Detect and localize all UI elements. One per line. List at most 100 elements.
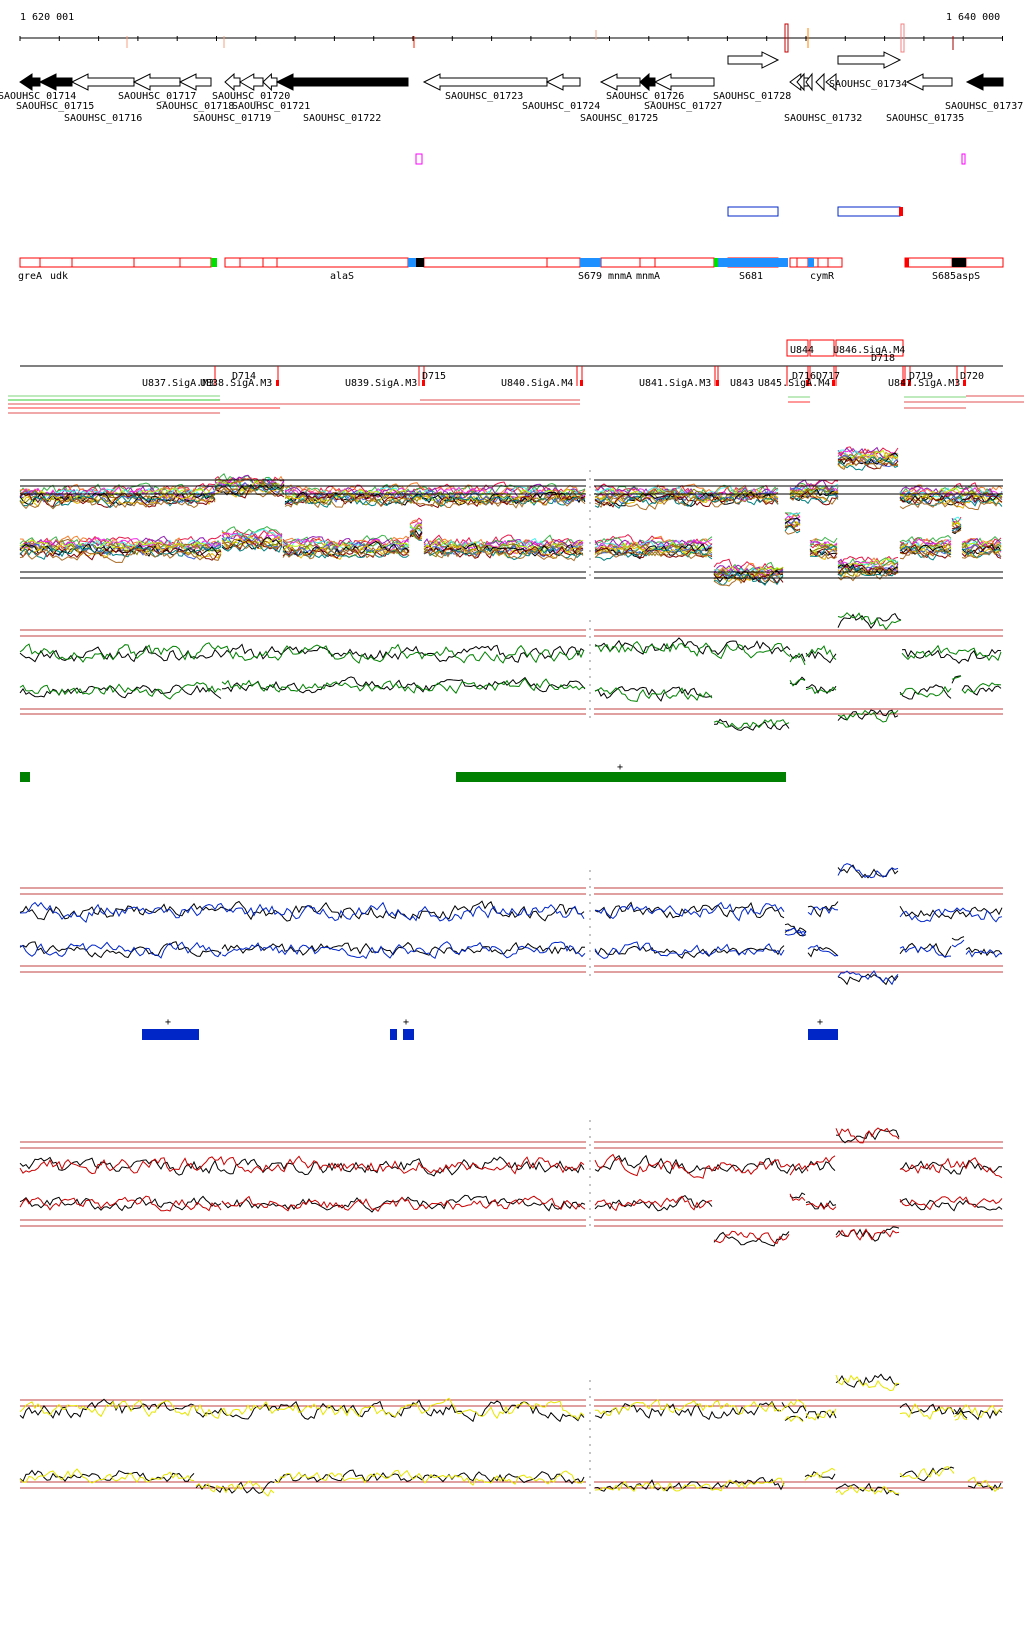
tu-label: D718 <box>871 353 895 364</box>
expression-trace <box>835 1374 900 1392</box>
expression-trace <box>951 936 965 941</box>
gene-label: SAOUHSC_01732 <box>784 113 862 124</box>
gene-label: SAOUHSC_01722 <box>303 113 381 124</box>
expression-trace <box>961 550 1002 559</box>
gene-arrow <box>545 73 581 91</box>
expression-trace <box>594 1154 791 1175</box>
gene-label: SAOUHSC_01723 <box>445 91 523 102</box>
gene-label: SAOUHSC_01719 <box>193 113 271 124</box>
expression-trace <box>594 495 779 511</box>
expression-trace <box>221 540 283 550</box>
expression-trace <box>594 488 779 504</box>
expression-trace <box>901 648 1002 664</box>
expression-trace <box>594 687 713 702</box>
expression-trace <box>409 531 423 541</box>
expression-trace <box>837 612 902 631</box>
gene-label: SAOUHSC_01735 <box>886 113 964 124</box>
operon-track <box>19 257 1004 268</box>
expression-trace <box>899 906 1003 920</box>
gene-arrow <box>837 51 902 69</box>
expression-trace <box>784 927 807 934</box>
expression-trace <box>19 1195 222 1212</box>
expression-trace <box>423 542 584 557</box>
operon-feature <box>580 258 601 267</box>
operon-segment <box>817 257 829 268</box>
expression-trace <box>835 1127 900 1144</box>
expression-trace <box>835 1484 900 1496</box>
expression-trace <box>961 541 1002 552</box>
operon-labels: greA udk alaS S679 mnmA mnmA S681 cymR S685aspS <box>18 271 980 282</box>
tu-label: U845.SigA.M4 <box>758 378 830 389</box>
expression-trace <box>423 539 584 554</box>
expression-trace <box>899 1466 955 1482</box>
expression-trace <box>214 485 285 499</box>
expression-trace <box>594 1399 782 1416</box>
expression-trace <box>19 486 216 503</box>
expression-trace <box>899 1403 955 1421</box>
expression-trace <box>961 536 1002 549</box>
expression-trace <box>594 1476 785 1492</box>
expression-trace <box>409 529 423 538</box>
blue-feature-box <box>727 206 779 217</box>
expression-trace <box>221 526 283 538</box>
blue-expression-panel <box>19 863 1003 986</box>
operon-label: S685aspS <box>932 271 980 282</box>
expression-trace <box>784 930 807 937</box>
expression-trace <box>899 544 952 559</box>
expression-trace <box>965 946 1003 957</box>
expression-trace <box>835 1226 900 1242</box>
operon-segment <box>39 257 73 268</box>
expression-trace <box>789 1192 806 1199</box>
expression-trace <box>789 678 806 687</box>
expression-trace <box>594 495 779 509</box>
expression-trace <box>805 1202 837 1211</box>
expression-trace <box>899 534 952 547</box>
expression-trace <box>19 941 222 959</box>
expression-trace <box>781 1402 807 1414</box>
gene-arrow <box>965 73 1004 91</box>
gene-arrow <box>239 73 264 91</box>
expression-trace <box>409 523 423 529</box>
tu-box <box>835 339 904 357</box>
gene-label: SAOUHSC_01718 <box>156 101 234 112</box>
tu-box <box>786 339 809 357</box>
tu-label: D720 <box>960 371 984 382</box>
operon-segment <box>600 257 641 268</box>
operon-segment <box>133 257 181 268</box>
yellow-expression-panel <box>19 1373 1003 1500</box>
expression-trace <box>594 1195 713 1212</box>
gene-label: SAOUHSC_01728 <box>713 91 791 102</box>
tu-label: U846.SigA.M4 <box>833 345 905 356</box>
expression-trace <box>221 677 586 694</box>
gene-arrow <box>275 73 409 91</box>
expression-trace <box>713 564 784 575</box>
tu-end <box>901 380 904 386</box>
expression-trace <box>714 572 784 586</box>
expression-trace <box>221 528 283 543</box>
expression-trace <box>284 494 586 509</box>
gene-arrow <box>132 73 181 91</box>
gene-label: SAOUHSC_01727 <box>644 101 722 112</box>
magenta-marker <box>961 153 966 165</box>
tu-end <box>276 380 279 386</box>
multi-sample-expression-panel <box>19 446 1003 587</box>
expression-trace <box>809 543 838 552</box>
expression-trace <box>837 567 899 582</box>
gene-arrow <box>178 73 212 91</box>
expression-trace <box>809 545 838 558</box>
expression-trace <box>784 1415 804 1423</box>
expression-trace <box>837 564 899 577</box>
expression-trace <box>594 901 785 920</box>
expression-trace <box>19 544 222 561</box>
expression-trace <box>899 1159 1003 1175</box>
tu-end <box>716 380 719 386</box>
blue-segment <box>142 1029 199 1040</box>
blue-feature-box <box>837 206 901 217</box>
blue-segment <box>390 1029 397 1040</box>
expression-trace <box>594 945 785 959</box>
plus-marker: + <box>617 762 623 773</box>
expression-trace <box>965 949 1003 958</box>
expression-trace <box>837 557 899 570</box>
gene-arrow <box>905 73 953 91</box>
